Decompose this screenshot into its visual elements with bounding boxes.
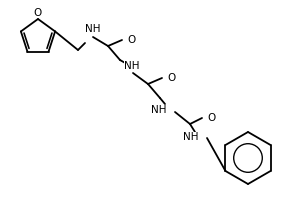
Text: NH: NH <box>152 105 167 115</box>
Text: NH: NH <box>124 61 140 71</box>
Text: NH: NH <box>85 24 101 34</box>
Text: O: O <box>167 73 175 83</box>
Text: NH: NH <box>184 132 199 142</box>
Text: O: O <box>127 35 135 45</box>
Text: O: O <box>207 113 215 123</box>
Text: O: O <box>34 8 42 18</box>
